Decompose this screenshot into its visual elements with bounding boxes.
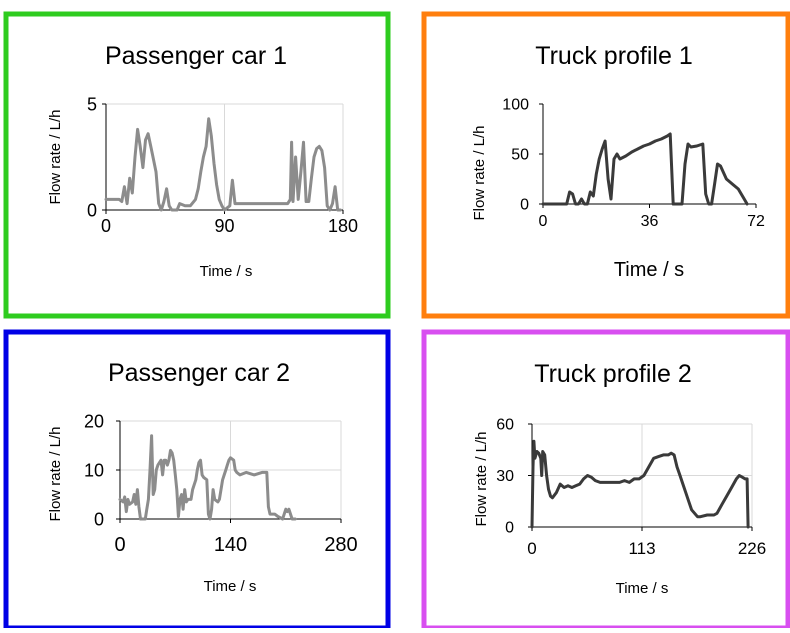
- chart-panel: Passenger car 2 0 10 20 0 140 280 Flow rate / L…: [3, 329, 391, 631]
- chart-panel: Truck profile 1 0 50 100 0 36 72 Flow rate / L/…: [421, 11, 790, 319]
- x-tick-label: 36: [641, 213, 659, 230]
- x-tick-label: 0: [539, 213, 548, 230]
- y-tick-label: 0: [87, 200, 97, 220]
- y-tick-label: 100: [502, 97, 529, 114]
- x-tick-label: 140: [214, 534, 247, 556]
- y-tick-label: 10: [84, 460, 104, 480]
- chart-title: Truck profile 2: [534, 360, 691, 388]
- x-axis-label: Time / s: [616, 580, 669, 597]
- y-tick-label: 0: [505, 520, 514, 537]
- y-tick-label: 5: [87, 94, 97, 114]
- x-tick-label: 280: [324, 534, 357, 556]
- x-tick-label: 113: [628, 539, 655, 558]
- x-axis-label: Time / s: [200, 263, 253, 280]
- panel-frame: [3, 11, 391, 319]
- y-tick-label: 30: [496, 468, 514, 485]
- y-tick-label: 0: [94, 509, 104, 529]
- series-line: [118, 434, 297, 521]
- x-axis-label: Time / s: [204, 578, 257, 595]
- chart-title: Passenger car 1: [105, 42, 287, 70]
- x-tick-label: 90: [214, 216, 234, 236]
- y-axis-label: Flow rate / L/h: [473, 431, 490, 526]
- chart-title: Truck profile 1: [535, 42, 692, 70]
- y-axis-label: Flow rate / L/h: [47, 426, 64, 521]
- y-tick-label: 0: [520, 197, 529, 214]
- y-tick-label: 50: [511, 147, 529, 164]
- y-axis-label: Flow rate / L/h: [471, 125, 488, 220]
- series-line: [104, 117, 342, 212]
- x-tick-label: 180: [328, 216, 358, 236]
- y-tick-label: 60: [496, 417, 514, 434]
- series-line: [541, 132, 749, 206]
- y-tick-label: 20: [84, 411, 104, 431]
- chart-panel: Truck profile 2 0 30 60 0 113 226 Flow rate / L…: [421, 329, 790, 631]
- x-tick-label: 72: [747, 213, 765, 230]
- x-tick-label: 226: [738, 539, 766, 558]
- x-tick-label: 0: [527, 539, 536, 558]
- x-tick-label: 0: [114, 534, 125, 556]
- x-axis-label: Time / s: [614, 259, 684, 281]
- y-axis-label: Flow rate / L/h: [47, 109, 64, 204]
- chart-title: Passenger car 2: [108, 359, 290, 387]
- panel-frame: [421, 11, 790, 319]
- x-tick-label: 0: [101, 216, 111, 236]
- series-line: [530, 439, 750, 529]
